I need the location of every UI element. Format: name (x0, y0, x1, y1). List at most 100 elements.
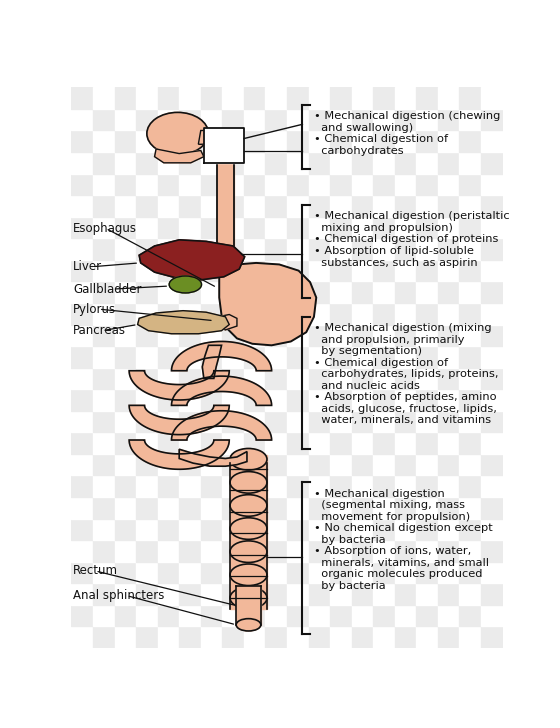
Bar (158, 152, 179, 173)
Bar (352, 303, 373, 325)
Text: and propulsion, primarily: and propulsion, primarily (314, 335, 464, 344)
Bar (72, 583, 93, 605)
Bar (222, 109, 244, 130)
Bar (265, 497, 287, 518)
Bar (179, 109, 200, 130)
Text: carbohydrates, lipids, proteins,: carbohydrates, lipids, proteins, (314, 369, 498, 379)
Bar (200, 432, 222, 454)
Bar (136, 282, 158, 303)
Bar (395, 282, 416, 303)
Bar (330, 368, 352, 389)
Bar (93, 238, 115, 260)
Bar (481, 432, 503, 454)
Bar (438, 454, 459, 475)
Bar (373, 217, 395, 238)
Bar (438, 605, 459, 626)
Bar (438, 346, 459, 368)
Polygon shape (171, 341, 272, 371)
Bar (417, 389, 438, 411)
Bar (395, 540, 416, 562)
Text: • Mechanical digestion (peristaltic: • Mechanical digestion (peristaltic (314, 211, 510, 221)
Bar (438, 411, 459, 432)
Bar (417, 217, 438, 238)
Bar (352, 626, 373, 648)
Bar (309, 238, 330, 260)
Bar (244, 282, 265, 303)
Text: minerals, vitamins, and small: minerals, vitamins, and small (314, 558, 489, 568)
Bar (352, 540, 373, 562)
Bar (459, 540, 481, 562)
Bar (330, 411, 352, 432)
Bar (72, 195, 93, 217)
Bar (330, 303, 352, 325)
Bar (287, 260, 309, 282)
Bar (481, 626, 503, 648)
Wedge shape (198, 130, 214, 144)
Bar (265, 87, 287, 109)
Bar (136, 217, 158, 238)
Ellipse shape (230, 518, 267, 539)
Bar (93, 173, 115, 195)
Bar (72, 626, 93, 648)
Bar (179, 475, 200, 497)
Bar (459, 325, 481, 346)
Bar (222, 260, 244, 282)
Bar (417, 540, 438, 562)
Bar (115, 87, 136, 109)
Bar (72, 346, 93, 368)
Bar (459, 195, 481, 217)
Bar (309, 130, 330, 152)
Bar (93, 130, 115, 152)
Bar (72, 454, 93, 475)
Bar (481, 497, 503, 518)
Bar (417, 346, 438, 368)
Bar (158, 173, 179, 195)
Bar (373, 454, 395, 475)
Bar (438, 282, 459, 303)
Bar (330, 454, 352, 475)
Bar (93, 497, 115, 518)
Bar (265, 368, 287, 389)
Bar (72, 368, 93, 389)
Polygon shape (129, 440, 229, 470)
Bar (373, 130, 395, 152)
Bar (136, 518, 158, 540)
Bar (417, 562, 438, 583)
Text: Gallbladder: Gallbladder (73, 282, 142, 296)
Bar (222, 87, 244, 109)
Bar (459, 562, 481, 583)
Text: • Chemical digestion of: • Chemical digestion of (314, 357, 448, 368)
Ellipse shape (147, 112, 208, 155)
Bar (481, 87, 503, 109)
Bar (222, 475, 244, 497)
Polygon shape (219, 263, 316, 345)
Bar (93, 540, 115, 562)
Bar (179, 411, 200, 432)
Text: • Mechanical digestion (chewing: • Mechanical digestion (chewing (314, 111, 500, 122)
Bar (438, 540, 459, 562)
Bar (244, 109, 265, 130)
Bar (309, 87, 330, 109)
Bar (158, 454, 179, 475)
Bar (309, 195, 330, 217)
Bar (136, 432, 158, 454)
Bar (93, 109, 115, 130)
Polygon shape (214, 314, 237, 330)
Bar (93, 346, 115, 368)
Bar (287, 562, 309, 583)
Bar (136, 325, 158, 346)
Bar (459, 303, 481, 325)
Text: • Absorption of peptides, amino: • Absorption of peptides, amino (314, 392, 497, 403)
Bar (330, 195, 352, 217)
Bar (265, 475, 287, 497)
Bar (309, 109, 330, 130)
Bar (200, 475, 222, 497)
Bar (179, 583, 200, 605)
Bar (459, 173, 481, 195)
Bar (417, 368, 438, 389)
Bar (244, 130, 265, 152)
Bar (93, 626, 115, 648)
Bar (244, 217, 265, 238)
Bar (309, 497, 330, 518)
Bar (115, 475, 136, 497)
